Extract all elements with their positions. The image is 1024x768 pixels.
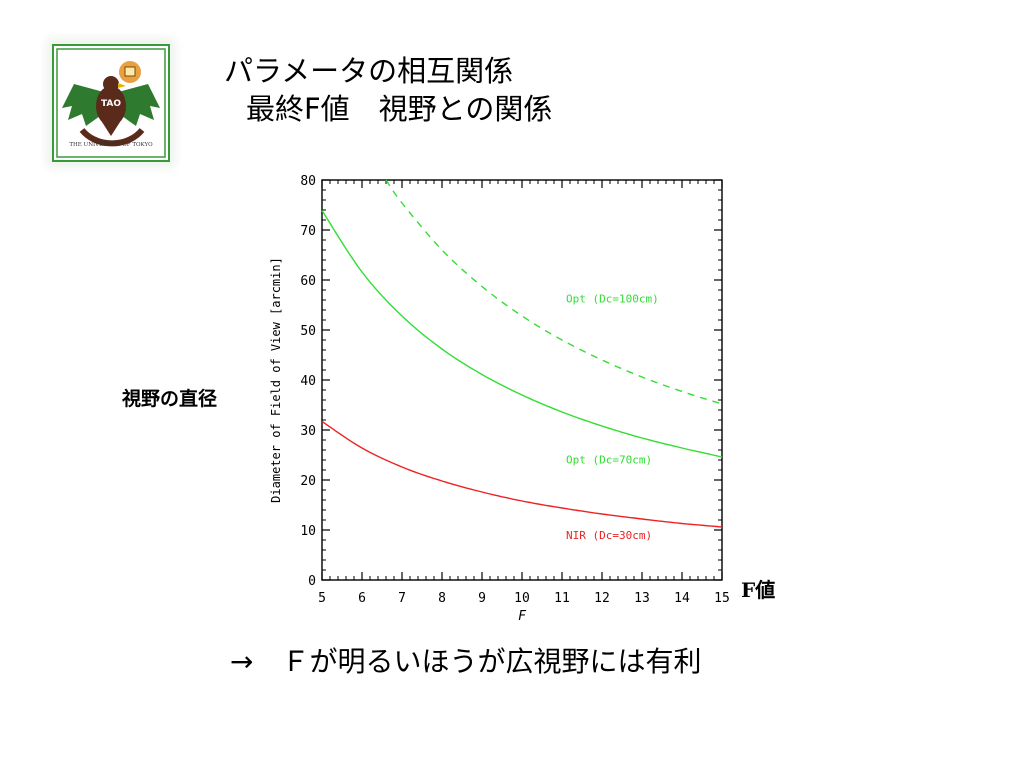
x-tick-label: 9 <box>478 591 486 606</box>
y-axis-title: Diameter of Field of View [arcmin] <box>269 257 283 503</box>
y-tick-label: 70 <box>300 224 316 239</box>
x-tick-label: 6 <box>358 591 366 606</box>
y-tick-label: 30 <box>300 424 316 439</box>
x-tick-label: 10 <box>514 591 530 606</box>
x-tick-label: 7 <box>398 591 406 606</box>
x-tick-label: 12 <box>594 591 610 606</box>
y-tick-label: 60 <box>300 274 316 289</box>
x-tick-label: 14 <box>674 591 690 606</box>
title-line-2: 最終F値 視野との関係 <box>246 92 553 126</box>
curve-label-2: Opt (Dc=70cm) <box>566 454 652 467</box>
x-tick-label: 8 <box>438 591 446 606</box>
x-tick-label: 5 <box>318 591 326 606</box>
eagle-emblem-icon <box>62 61 160 147</box>
x-axis-title: F <box>518 609 527 624</box>
y-tick-label: 10 <box>300 524 316 539</box>
y-tick-label: 50 <box>300 324 316 339</box>
fov-vs-f-chart: 5 6 7 8 9 10 11 12 13 14 15 0 10 20 30 40 50 60 70 80 F Diame… <box>269 174 730 624</box>
y-tick-label: 20 <box>300 474 316 489</box>
y-axis-japanese-label: 視野の直径 <box>122 388 218 410</box>
logo-label: TAO <box>101 99 121 109</box>
x-tick-label: 15 <box>714 591 730 606</box>
y-tick-label: 80 <box>300 174 316 189</box>
curve-label-3: NIR (Dc=30cm) <box>566 529 652 542</box>
x-tick-label: 13 <box>634 591 650 606</box>
logo-ring-text: THE UNIVERSITY OF TOKYO <box>69 142 153 148</box>
series-line-3 <box>321 420 723 528</box>
curve-label-1: Opt (Dc=100cm) <box>566 293 659 306</box>
x-axis-japanese-label: F値 <box>741 578 776 602</box>
y-tick-label: 40 <box>300 374 316 389</box>
y-tick-label: 0 <box>308 574 316 589</box>
slide-title: パラメータの相互関係最終F値 視野との関係 <box>224 52 552 128</box>
university-logo: TAO THE UNIVERSITY OF TOKYO <box>52 44 170 162</box>
series-line-1 <box>385 179 723 405</box>
logo-frame-inner <box>56 48 166 158</box>
plot-frame <box>321 179 723 581</box>
x-tick-label: 11 <box>554 591 570 606</box>
series-line-2 <box>321 210 723 458</box>
title-line-1: パラメータの相互関係 <box>224 54 514 88</box>
conclusion-text: → Ｆが明るいほうが広視野には有利 <box>230 645 702 678</box>
